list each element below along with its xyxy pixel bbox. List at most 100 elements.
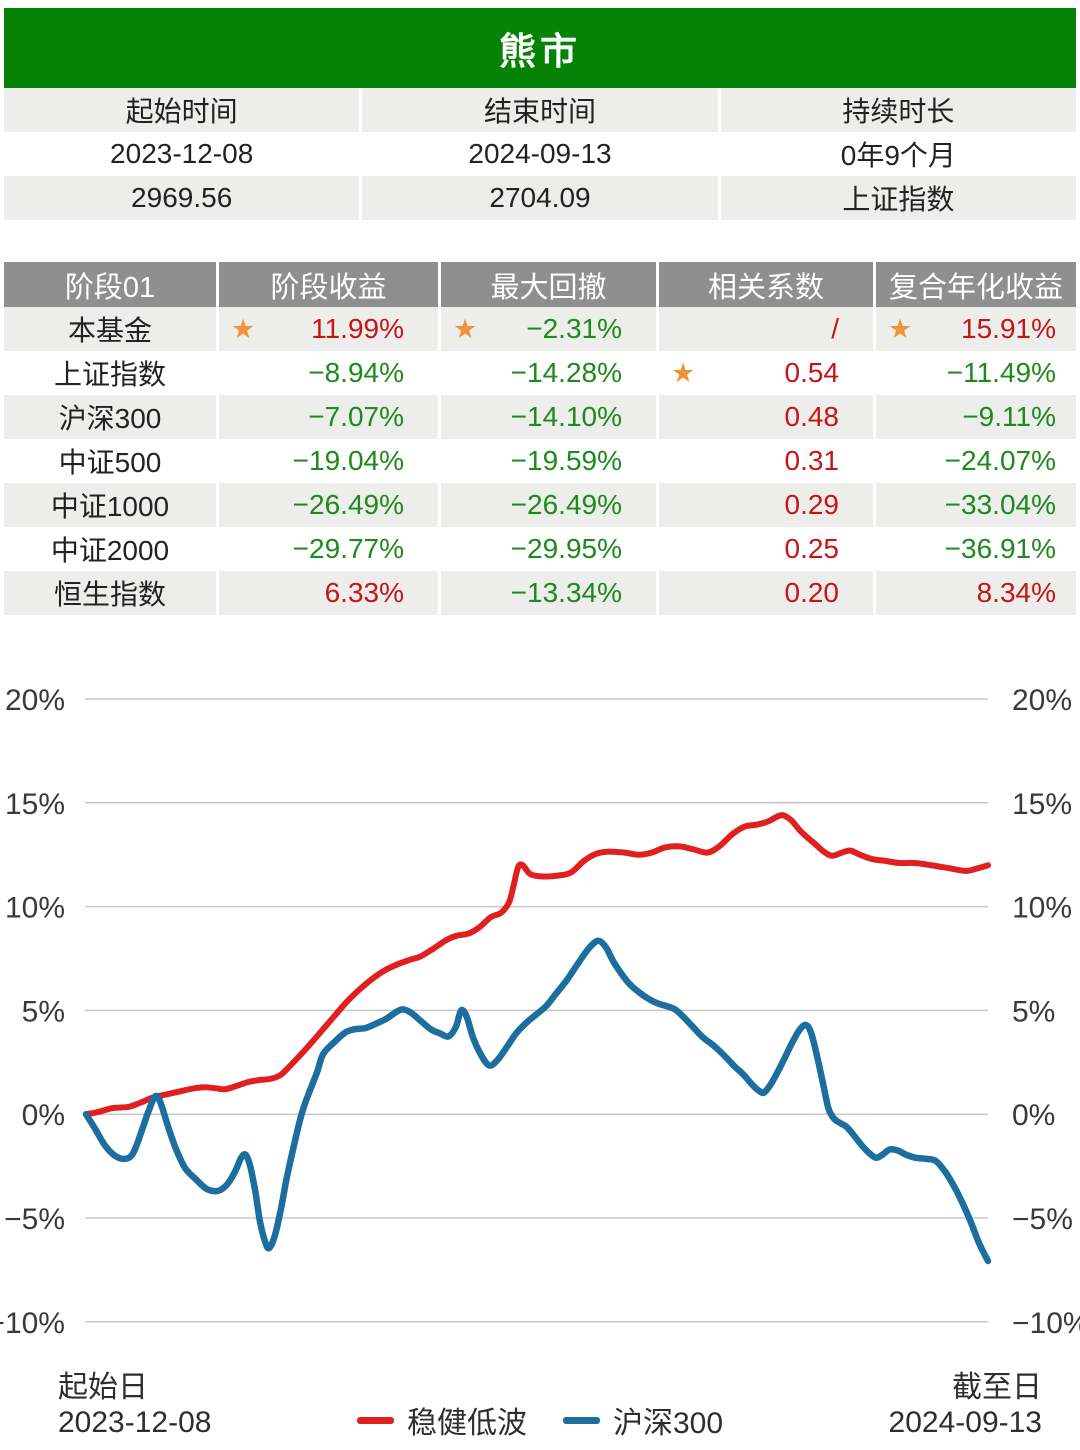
star-icon: ★ [888,313,913,344]
series-line-沪深300 [82,937,992,1265]
metric-value: −19.59% [510,445,622,476]
stage-table-row: 中证2000 −29.77% −29.95% 0.25 −36.91% [4,527,1076,571]
stage-table-body: 本基金 ★ 11.99% ★ −2.31% / ★ 15.91% 上证指数 −8.94% −14.2… [4,307,1076,615]
metric-cell: 0.20 [659,571,873,615]
stage-table: 阶段01 阶段收益 最大回撤 相关系数 复合年化收益 本基金 ★ 11.99% ★ −2… [4,262,1076,615]
metric-value: −14.10% [510,401,622,432]
stage-table-row: 中证500 −19.04% −19.59% 0.31 −24.07% [4,439,1076,483]
metric-value: −8.94% [308,357,404,388]
period-info-table: 起始时间 结束时间 持续时长 2023-12-08 2024-09-13 0年9… [4,88,1076,220]
metric-cell: ★ 0.54 [659,351,873,395]
star-icon: ★ [231,313,256,344]
start-date-value: 2023-12-08 [4,132,360,176]
y-axis-tick-right: 5% [1012,995,1055,1028]
metric-value: −19.04% [292,445,404,476]
index-name: 中证2000 [4,527,216,571]
index-name: 本基金 [4,307,216,351]
metric-value: −2.31% [526,313,622,344]
chart-legend: 稳健低波 沪深300 [0,1398,1080,1442]
y-axis-tick-left: −10% [0,1307,65,1340]
performance-chart: 20% 20% 15% 15% 10% 10% 5% 5% 0% 0% −5% −5% −10% −10% [0,684,1080,1340]
correlation-col-header: 相关系数 [659,262,873,307]
metric-value: −11.49% [946,357,1056,388]
star-icon: ★ [671,357,696,388]
metric-cell: −14.10% [441,395,656,439]
y-axis-tick-right: 10% [1012,892,1072,925]
index-name: 恒生指数 [4,571,216,615]
series-line-稳健低波 [83,812,991,1118]
metric-value: 6.33% [324,577,404,608]
metric-cell: ★ 11.99% [219,307,438,351]
metric-cell: / [659,307,873,351]
x-axis-start-label: 起始日 [58,1371,148,1404]
metric-value: −9.11% [962,401,1056,432]
metric-cell: ★ −2.31% [441,307,656,351]
stage-return-col-header: 阶段收益 [219,262,438,307]
y-axis-tick-right: −5% [1012,1203,1073,1236]
page-title-text: 熊市 [499,31,581,72]
stage-table-row: 本基金 ★ 11.99% ★ −2.31% / ★ 15.91% [4,307,1076,351]
legend-item-benchmark: 沪深300 [562,1398,724,1442]
metric-cell: 8.34% [876,571,1076,615]
y-axis-tick-left: 5% [22,995,65,1028]
metric-cell: −26.49% [441,483,656,527]
start-time-header: 起始时间 [4,88,360,132]
metric-value: 15.91% [961,313,1056,344]
metric-value: 0.29 [784,489,840,520]
metric-value: −29.77% [292,533,404,564]
end-date-value: 2024-09-13 [362,132,718,176]
y-axis-tick-right: 20% [1012,684,1072,717]
stage-table-row: 中证1000 −26.49% −26.49% 0.29 −33.04% [4,483,1076,527]
y-axis-tick-right: −10% [1012,1307,1080,1340]
stage-table-header: 阶段01 阶段收益 最大回撤 相关系数 复合年化收益 [4,262,1076,307]
annualized-return-col-header: 复合年化收益 [876,262,1076,307]
metric-value: 0.48 [784,401,840,432]
metric-cell: −8.94% [219,351,438,395]
metric-cell: 0.48 [659,395,873,439]
y-axis-tick-right: 0% [1012,1099,1055,1132]
y-axis-tick-left: −5% [4,1203,65,1236]
metric-value: 11.99% [311,313,404,344]
red-line-swatch-icon [356,1416,394,1424]
legend-benchmark-label: 沪深300 [612,1407,724,1440]
blue-line-swatch-icon [562,1416,600,1424]
page-title: 熊市 [4,8,1076,88]
y-axis-tick-right: 15% [1012,788,1072,821]
metric-cell: −33.04% [876,483,1076,527]
index-name-value: 上证指数 [720,176,1076,220]
x-axis-end-date: 2024-09-13 [888,1406,1042,1439]
index-name: 沪深300 [4,395,216,439]
stage-col-header: 阶段01 [4,262,216,307]
metric-cell: −24.07% [876,439,1076,483]
y-axis-tick-left: 20% [5,684,65,717]
metric-cell: 6.33% [219,571,438,615]
metric-value: 0.31 [784,445,840,476]
metric-cell: −36.91% [876,527,1076,571]
metric-cell: −7.07% [219,395,438,439]
metric-cell: 0.31 [659,439,873,483]
duration-header: 持续时长 [720,88,1076,132]
star-icon: ★ [453,313,478,344]
x-axis-end-label: 截至日 [952,1371,1042,1404]
index-name: 中证500 [4,439,216,483]
metric-cell: −9.11% [876,395,1076,439]
metric-value: 0.25 [784,533,840,564]
metric-value: 8.34% [976,577,1056,608]
metric-value: −14.28% [510,357,622,388]
metric-cell: ★ 15.91% [876,307,1076,351]
metric-cell: −13.34% [441,571,656,615]
period-dates-row: 2023-12-08 2024-09-13 0年9个月 [4,132,1076,176]
end-index-value: 2704.09 [362,176,718,220]
metric-value: −33.04% [944,489,1056,520]
end-time-header: 结束时间 [362,88,718,132]
metric-value: −26.49% [510,489,622,520]
legend-fund-label: 稳健低波 [406,1407,527,1440]
index-name: 中证1000 [4,483,216,527]
y-axis-tick-left: 15% [5,788,65,821]
stage-table-row: 上证指数 −8.94% −14.28% ★ 0.54 −11.49% [4,351,1076,395]
stage-table-row: 恒生指数 6.33% −13.34% 0.20 8.34% [4,571,1076,615]
metric-cell: −29.95% [441,527,656,571]
metric-cell: −19.59% [441,439,656,483]
metric-value: 0.20 [784,577,840,608]
metric-value: −13.34% [510,577,622,608]
